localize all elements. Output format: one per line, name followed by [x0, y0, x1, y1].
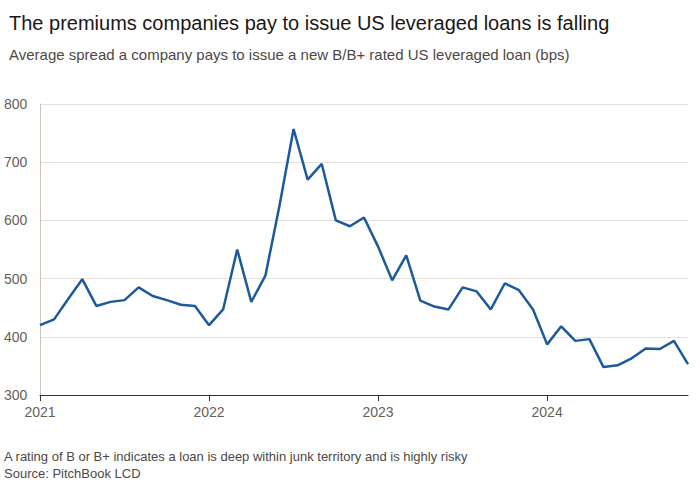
svg-text:A rating of B or B+ indicates: A rating of B or B+ indicates a loan is … [4, 449, 468, 464]
svg-text:600: 600 [4, 212, 28, 228]
svg-text:2023: 2023 [363, 404, 394, 420]
svg-text:400: 400 [4, 329, 28, 345]
svg-text:700: 700 [4, 154, 28, 170]
svg-text:2022: 2022 [193, 404, 224, 420]
svg-text:500: 500 [4, 271, 28, 287]
svg-text:The premiums companies pay to: The premiums companies pay to issue US l… [9, 12, 609, 34]
svg-text:2024: 2024 [532, 404, 563, 420]
svg-text:2021: 2021 [24, 404, 55, 420]
svg-text:800: 800 [4, 96, 28, 112]
svg-text:Source: PitchBook LCD: Source: PitchBook LCD [4, 466, 141, 481]
svg-text:Average spread a company pays: Average spread a company pays to issue a… [9, 46, 569, 63]
svg-text:300: 300 [4, 387, 28, 403]
